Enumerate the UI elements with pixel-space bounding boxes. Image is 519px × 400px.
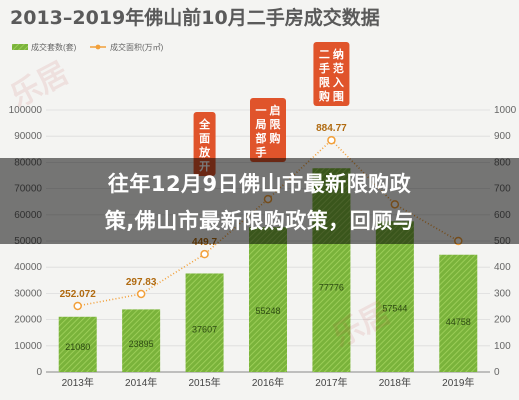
policy-tag bbox=[313, 42, 350, 106]
bar bbox=[122, 309, 161, 372]
policy-tag-char: 限 bbox=[270, 117, 281, 131]
bar-value-label: 37607 bbox=[192, 325, 217, 335]
y-tick-label: 30000 bbox=[14, 288, 42, 299]
chart-title: 2013–2019年佛山前10月二手房成交数据 bbox=[10, 6, 380, 29]
policy-annotations: 全面放开一局部手启限购二手限购纳范入围 bbox=[193, 42, 350, 176]
bar-value-label: 44758 bbox=[446, 317, 471, 327]
y2-tick-label: 900 bbox=[494, 131, 511, 142]
policy-tag-char: 手 bbox=[319, 61, 330, 75]
y-tick-label: 90000 bbox=[14, 131, 42, 142]
policy-tag-char: 手 bbox=[256, 145, 267, 159]
bar-value-label: 21080 bbox=[65, 342, 90, 352]
bar bbox=[439, 254, 478, 372]
bar-value-label: 55248 bbox=[255, 306, 280, 316]
line-point bbox=[327, 135, 336, 145]
policy-tag-char: 面 bbox=[199, 132, 210, 145]
policy-tag-char: 入 bbox=[333, 76, 344, 89]
policy-tag-char: 启 bbox=[270, 103, 281, 117]
bar-value-label: 57544 bbox=[382, 304, 407, 314]
y2-tick-label: 0 bbox=[494, 367, 500, 378]
x-tick-label: 2016年 bbox=[252, 376, 284, 389]
policy-tag-char: 限 bbox=[319, 75, 330, 89]
x-tick-label: 2015年 bbox=[188, 376, 220, 389]
headline-line-1: 往年12月9日佛山市最新限购政 bbox=[107, 172, 412, 196]
policy-tag-char: 全 bbox=[198, 117, 211, 131]
y-tick-label: 100000 bbox=[9, 105, 43, 116]
legend-label-line: 成交面积(万㎡) bbox=[110, 42, 164, 52]
y2-tick-label: 1000 bbox=[494, 105, 517, 116]
x-tick-label: 2013年 bbox=[62, 376, 94, 389]
line-value-label: 884.77 bbox=[316, 123, 347, 134]
headline-banner: 往年12月9日佛山市最新限购政 策,佛山市最新限购政策，回顾与 bbox=[0, 158, 519, 244]
x-tick-label: 2014年 bbox=[125, 376, 157, 389]
x-tick-label: 2018年 bbox=[379, 376, 411, 389]
policy-tag-char: 一 bbox=[256, 104, 267, 117]
policy-tag-char: 范 bbox=[333, 61, 344, 75]
bar bbox=[249, 227, 287, 372]
policy-tag-char: 纳 bbox=[333, 47, 344, 61]
line-point bbox=[200, 249, 209, 259]
y-tick-label: 40000 bbox=[14, 262, 42, 273]
x-axis: 2013年 2014年 2015年 2016年 2017年 2018年 2019年 bbox=[62, 376, 475, 389]
bar-value-labels: 21080 23895 37607 55248 77776 57544 44758 bbox=[65, 282, 471, 351]
bar-value-label: 77776 bbox=[319, 282, 344, 292]
policy-tag-char: 部 bbox=[256, 131, 267, 145]
bar bbox=[58, 316, 97, 372]
bar-value-label: 23895 bbox=[129, 339, 154, 349]
line-value-label: 297.83 bbox=[126, 277, 157, 288]
y2-tick-label: 400 bbox=[494, 262, 511, 273]
legend-marker bbox=[95, 44, 101, 50]
line-point bbox=[73, 301, 82, 311]
policy-tag-char: 购 bbox=[319, 89, 330, 103]
y2-tick-label: 200 bbox=[494, 315, 511, 326]
policy-tag-char: 放 bbox=[198, 145, 211, 159]
legend-label-bar: 成交套数(套) bbox=[31, 42, 77, 52]
headline-line-2: 策,佛山市最新限购政策，回顾与 bbox=[104, 209, 415, 233]
line-value-label: 252.072 bbox=[60, 289, 97, 300]
bar bbox=[185, 273, 224, 372]
y-tick-label: 20000 bbox=[14, 315, 42, 326]
policy-tag-char: 购 bbox=[270, 131, 281, 145]
bar bbox=[375, 221, 414, 372]
y2-tick-label: 100 bbox=[494, 341, 511, 352]
policy-tag-char: 局 bbox=[255, 118, 267, 131]
policy-tag bbox=[250, 98, 286, 162]
x-tick-label: 2017年 bbox=[315, 376, 347, 389]
y-tick-label: 0 bbox=[36, 367, 42, 378]
legend-swatch-bar bbox=[12, 44, 28, 50]
x-tick-label: 2019年 bbox=[442, 376, 474, 389]
policy-tag-char: 围 bbox=[333, 90, 344, 103]
policy-tag-char: 二 bbox=[319, 48, 330, 61]
legend: 成交套数(套) 成交面积(万㎡) bbox=[12, 42, 164, 52]
y2-tick-label: 300 bbox=[494, 288, 511, 299]
line-point bbox=[136, 289, 146, 299]
y-tick-label: 10000 bbox=[14, 341, 42, 352]
